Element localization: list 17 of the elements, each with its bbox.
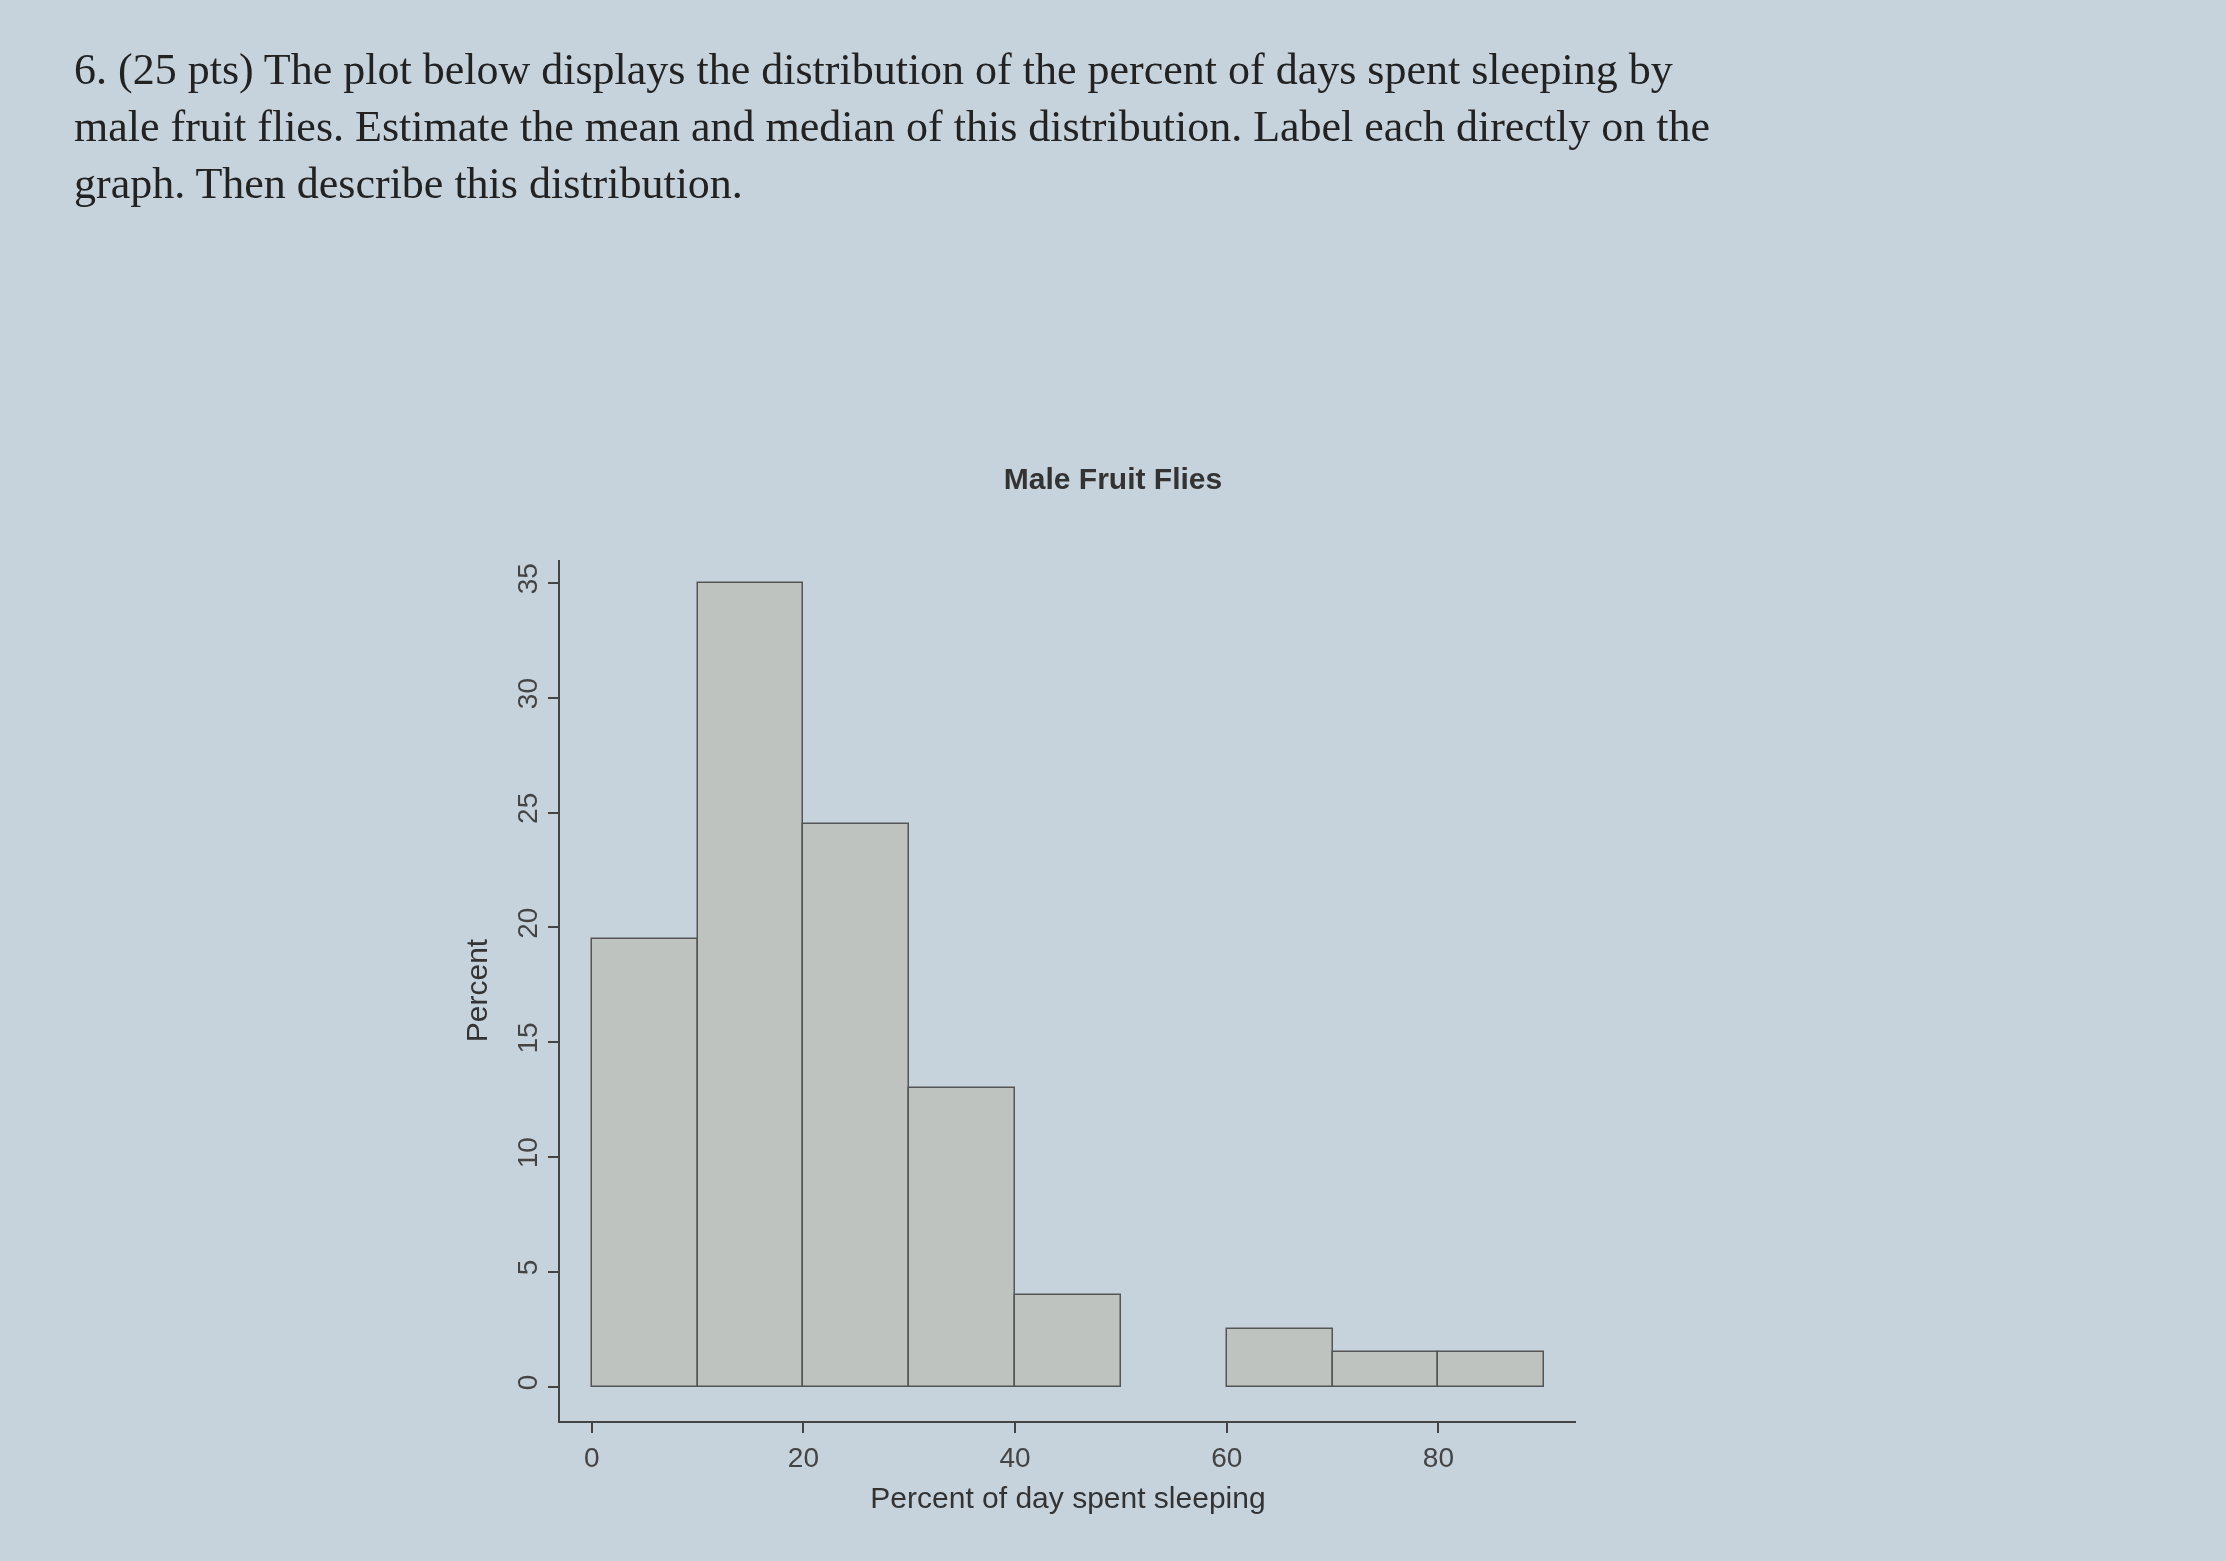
- y-tick-label: 30: [511, 677, 543, 710]
- x-tick-label: 60: [1211, 1441, 1243, 1473]
- x-tick-label: 0: [583, 1441, 600, 1473]
- x-axis-title: Percent of day spent sleeping: [870, 1480, 1266, 1514]
- y-tick-label: 25: [511, 792, 543, 824]
- y-tick-label: 20: [511, 907, 543, 939]
- x-tick-label: 80: [1422, 1441, 1454, 1473]
- y-axis-title: Percent: [460, 938, 494, 1043]
- x-tick-label: 40: [999, 1441, 1031, 1473]
- text: 6. (25 pts) The plot below displays the distribution of the percent of days spent sleeping by male fruit flies. Estimate the mean and median of this distribution. Label each directly on the graph. Then describe this distribution.: [74, 45, 1711, 209]
- chart-title: Male Fruit Flies: [1003, 462, 1223, 496]
- y-tick-label: 0: [511, 1374, 543, 1391]
- y-tick-label: 15: [511, 1022, 543, 1054]
- x-tick-label: 20: [787, 1441, 819, 1473]
- y-tick-label: 10: [511, 1137, 543, 1169]
- y-tick-label: 35: [511, 563, 543, 595]
- y-tick-label: 5: [511, 1259, 543, 1276]
